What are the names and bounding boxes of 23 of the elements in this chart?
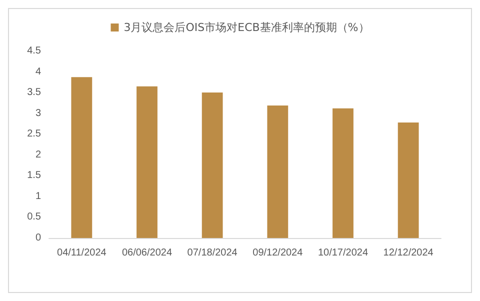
bar [398,122,419,238]
bar [202,92,223,238]
y-tick-label: 3 [35,108,42,119]
legend-label: 3月议息会后OIS市场对ECB基准利率的预期（%） [124,21,370,34]
bar [136,86,158,238]
y-tick-label: 1.5 [27,170,42,182]
y-tick-label: 4.5 [27,46,42,56]
x-tick-label: 04/11/2024 [57,248,107,258]
y-tick-label: 4 [35,66,42,78]
x-tick-label: 09/12/2024 [252,248,304,258]
y-tick-label: 0.5 [27,212,42,223]
bar [71,77,92,238]
y-tick-label: 2 [35,149,42,160]
x-tick-label: 10/17/2024 [318,248,368,258]
bar [267,105,288,238]
x-tick-label: 12/12/2024 [383,248,434,258]
y-tick-label: 1 [35,190,42,202]
y-tick-label: 2.5 [27,128,42,140]
x-tick-label: 06/06/2024 [122,248,172,258]
bar [332,108,354,238]
y-tick-label: 3.5 [27,87,42,98]
y-tick-label: 0 [35,232,42,244]
x-tick-label: 07/18/2024 [187,248,238,258]
